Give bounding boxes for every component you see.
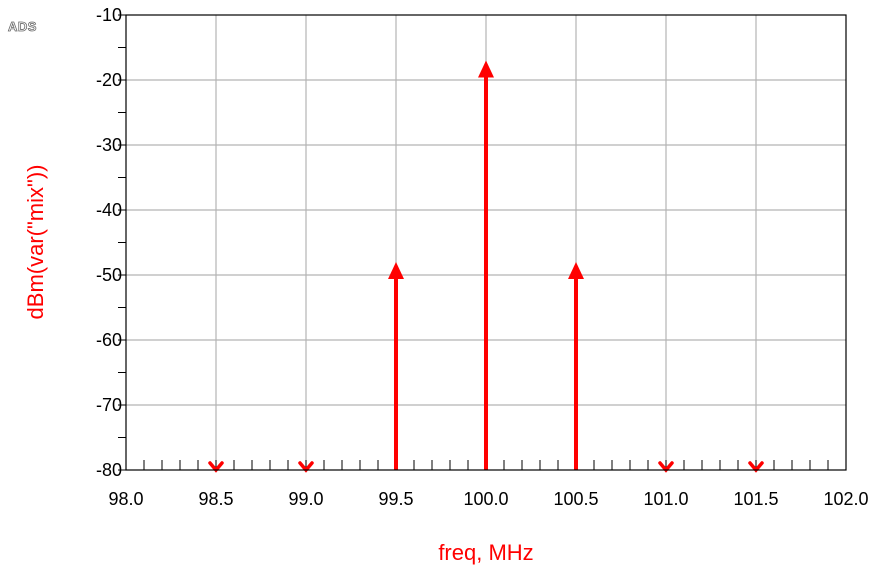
x-tick-label: 101.0 <box>643 489 688 509</box>
x-tick-label: 102.0 <box>823 489 868 509</box>
x-tick-label: 99.0 <box>288 489 323 509</box>
x-tick-label: 100.5 <box>553 489 598 509</box>
x-tick-label: 98.5 <box>198 489 233 509</box>
x-tick-labels: 98.0 98.5 99.0 99.5 100.0 100.5 101.0 101.5 102.… <box>108 489 868 509</box>
y-axis-label: dBm(var("mix")) <box>23 165 48 320</box>
y-tick-label: -70 <box>96 395 122 415</box>
ads-logo: ADS <box>8 19 37 35</box>
plot-frame <box>125 14 847 471</box>
x-tick-label: 101.5 <box>733 489 778 509</box>
y-tick-label: -30 <box>96 135 122 155</box>
y-tick-label: -40 <box>96 200 122 220</box>
x-tick-label: 100.0 <box>463 489 508 509</box>
stem-arrowhead <box>388 262 404 279</box>
y-tick-label: -10 <box>96 5 122 25</box>
stem-series <box>208 60 764 473</box>
minor-ticks <box>118 14 829 471</box>
y-tick-label: -20 <box>96 70 122 90</box>
x-tick-label: 99.5 <box>378 489 413 509</box>
x-axis-label: freq, MHz <box>438 540 533 565</box>
x-tick-label: 98.0 <box>108 489 143 509</box>
stem-arrowhead <box>568 262 584 279</box>
y-tick-label: -50 <box>96 265 122 285</box>
y-tick-labels: -10 -20 -30 -40 -50 -60 -70 -80 <box>96 5 122 480</box>
stem-arrowhead <box>478 60 494 78</box>
y-tick-label: -80 <box>96 460 122 480</box>
y-tick-label: -60 <box>96 330 122 350</box>
